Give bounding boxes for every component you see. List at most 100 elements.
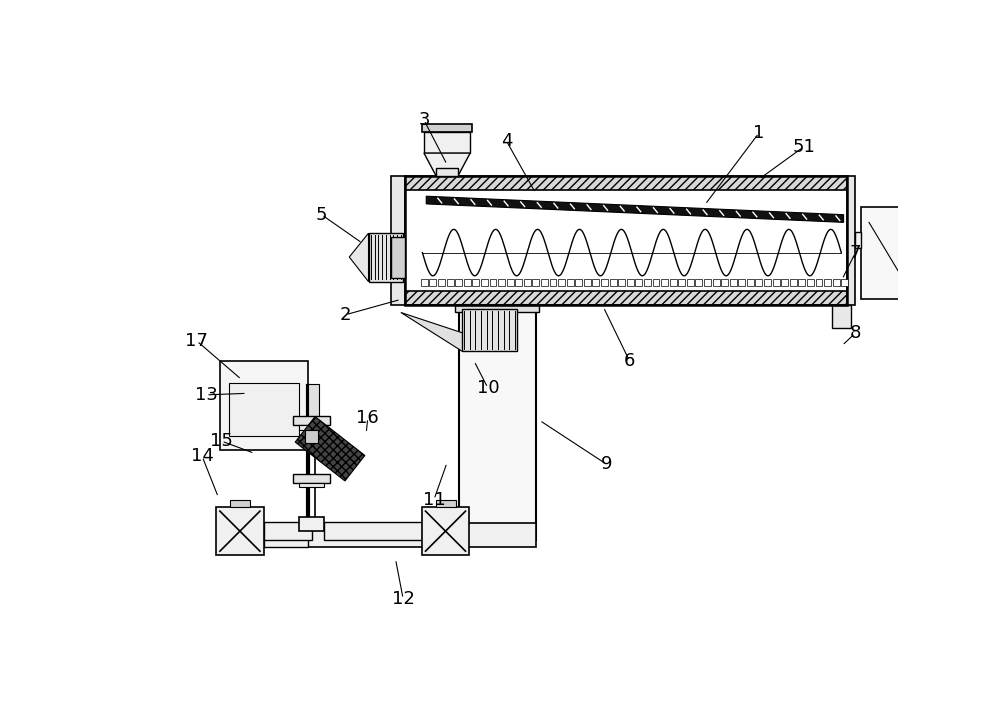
Bar — [747, 279, 754, 287]
Text: 5: 5 — [316, 205, 327, 224]
Bar — [498, 279, 505, 287]
Bar — [515, 279, 522, 287]
Bar — [229, 383, 299, 437]
Bar — [713, 279, 720, 287]
Bar — [391, 176, 405, 305]
Bar — [575, 279, 582, 287]
Text: 15: 15 — [210, 432, 233, 450]
Bar — [687, 279, 694, 287]
Bar — [550, 279, 556, 287]
Bar — [832, 305, 851, 328]
Polygon shape — [426, 196, 844, 223]
Bar — [422, 124, 472, 132]
Bar — [429, 279, 436, 287]
Bar — [773, 279, 780, 287]
Text: 3: 3 — [418, 111, 430, 129]
Bar — [781, 279, 788, 287]
Bar — [293, 474, 330, 483]
Bar — [855, 232, 861, 248]
Bar — [847, 176, 855, 305]
Bar — [721, 279, 728, 287]
Bar — [422, 507, 469, 555]
Text: 4: 4 — [501, 132, 512, 150]
Bar — [833, 279, 840, 287]
Bar — [405, 176, 847, 305]
Bar — [755, 279, 762, 287]
Text: 17: 17 — [185, 332, 208, 350]
Bar — [541, 279, 548, 287]
Bar — [601, 279, 608, 287]
Bar — [532, 279, 539, 287]
Bar — [670, 279, 677, 287]
Bar — [661, 279, 668, 287]
Text: 51: 51 — [792, 138, 815, 156]
Bar — [436, 169, 458, 176]
Bar — [824, 279, 831, 287]
Bar — [293, 417, 330, 425]
Text: 16: 16 — [356, 409, 379, 427]
Bar — [230, 500, 250, 506]
Bar — [704, 279, 711, 287]
Bar — [216, 507, 264, 555]
Bar — [678, 279, 685, 287]
Text: 8: 8 — [849, 324, 861, 342]
Bar — [618, 279, 625, 287]
Bar — [472, 279, 479, 287]
Polygon shape — [424, 153, 470, 176]
Bar — [790, 279, 797, 287]
Bar — [764, 279, 771, 287]
Text: 2: 2 — [340, 306, 351, 324]
Bar — [627, 279, 634, 287]
Bar — [524, 279, 531, 287]
Bar — [798, 279, 805, 287]
Polygon shape — [349, 233, 369, 282]
Text: 14: 14 — [191, 447, 214, 466]
Bar — [558, 279, 565, 287]
Bar — [391, 253, 402, 261]
Bar — [405, 176, 847, 190]
Bar — [447, 279, 454, 287]
Bar — [405, 291, 847, 305]
Bar — [610, 279, 617, 287]
Bar — [464, 279, 471, 287]
Bar — [305, 429, 318, 444]
Bar — [695, 279, 702, 287]
Bar — [424, 132, 470, 153]
Polygon shape — [401, 312, 517, 351]
Bar — [816, 279, 822, 287]
Bar — [264, 523, 308, 547]
Text: 11: 11 — [423, 491, 445, 508]
Bar — [730, 279, 737, 287]
Bar — [861, 207, 914, 299]
Bar — [220, 361, 308, 449]
Text: 7: 7 — [849, 244, 861, 262]
Bar — [421, 279, 428, 287]
Bar — [258, 523, 536, 547]
Bar — [567, 279, 574, 287]
Bar — [841, 279, 848, 287]
Bar — [299, 425, 324, 429]
Bar — [264, 522, 312, 540]
Bar — [738, 279, 745, 287]
Bar — [438, 279, 445, 287]
Bar — [807, 279, 814, 287]
Text: 1: 1 — [753, 124, 765, 142]
Polygon shape — [295, 417, 365, 481]
Bar — [462, 309, 517, 351]
Bar — [592, 279, 599, 287]
Bar — [653, 279, 659, 287]
Text: 6: 6 — [624, 352, 635, 370]
Bar — [436, 500, 456, 506]
Text: 12: 12 — [392, 590, 415, 608]
Bar — [299, 516, 324, 531]
Bar — [644, 279, 651, 287]
Bar — [455, 279, 462, 287]
Text: 10: 10 — [477, 379, 499, 397]
Bar — [584, 279, 591, 287]
Bar — [635, 279, 642, 287]
Bar — [481, 279, 488, 287]
Bar — [299, 483, 324, 487]
Bar — [459, 305, 536, 540]
Bar — [308, 384, 319, 427]
Bar — [369, 233, 403, 282]
